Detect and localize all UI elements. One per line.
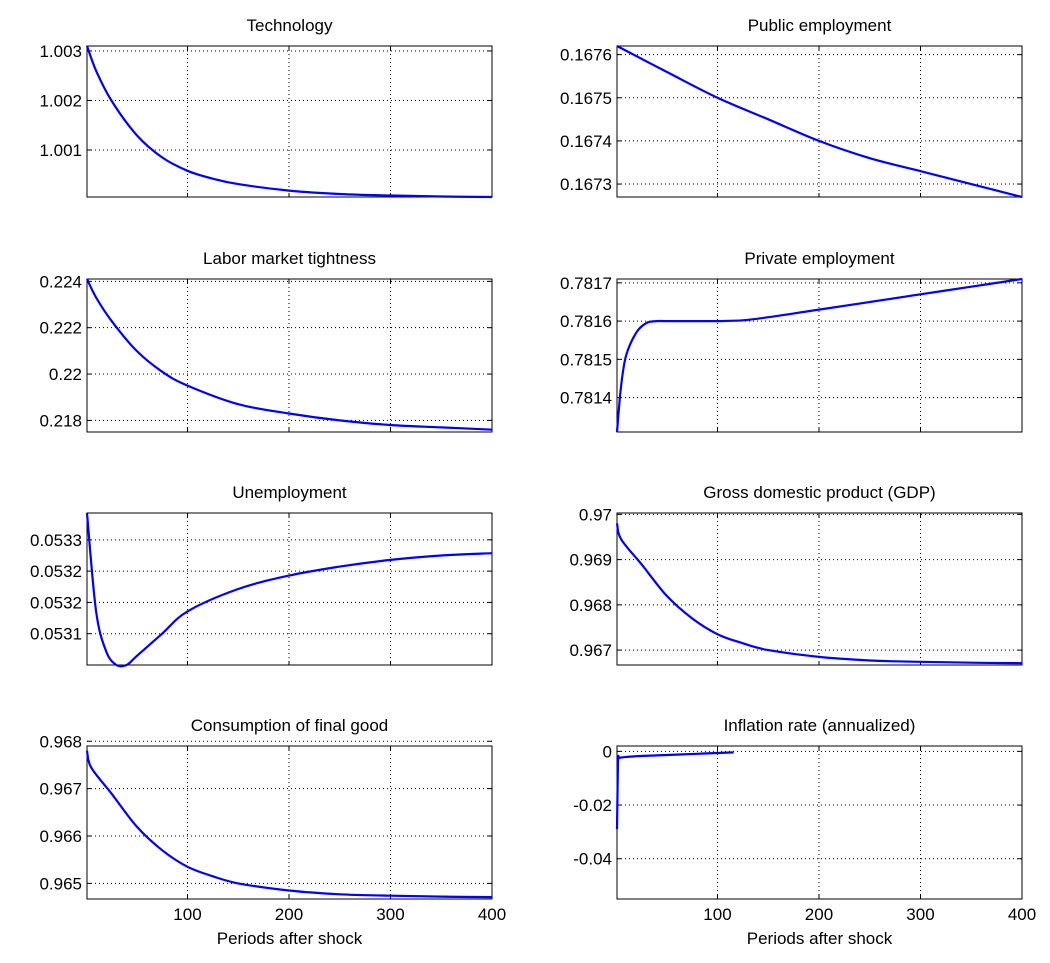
- x-tick-label: 400: [1008, 905, 1036, 924]
- y-tick-label: 0.0533: [30, 531, 82, 550]
- y-tick-label: 0: [603, 742, 612, 761]
- subplot-6: Gross domestic product (GDP) 0.967 0.968 0.…: [569, 483, 1023, 666]
- subplot-title: Labor market tightness: [203, 249, 376, 268]
- y-tick-label: 1.001: [39, 141, 82, 160]
- x-tick-label: 300: [376, 905, 404, 924]
- x-tick-label: 400: [478, 905, 506, 924]
- y-tick-label: 0.22: [49, 365, 82, 384]
- series-line: [616, 45, 1023, 199]
- y-tick-label: 1.003: [39, 42, 82, 61]
- y-tick-label: 0.7817: [560, 274, 612, 293]
- x-tick-label: 200: [275, 905, 303, 924]
- y-tick-label: 0.222: [39, 319, 82, 338]
- plot-area: [86, 45, 493, 198]
- subplot-7: Consumption of final good 100 200 300 400 0.9…: [39, 716, 506, 948]
- subplot-5: Unemployment 0.0531 0.0532 0.0532 0.0533: [30, 483, 493, 668]
- subplot-title: Consumption of final good: [191, 716, 389, 735]
- y-tick-label: 0.7815: [560, 350, 612, 369]
- y-tick-label: 0.1674: [560, 132, 612, 151]
- series-line: [615, 751, 734, 830]
- y-tick-label: 0.218: [39, 411, 82, 430]
- subplot-1: Technology 1.001 1.002 1.003: [39, 16, 493, 199]
- plot-area: [616, 45, 1023, 198]
- subplot-2: Public employment 0.1673 0.1674 0.1675 0.167…: [560, 16, 1023, 199]
- y-tick-label: 0.966: [39, 827, 82, 846]
- y-tick-label: 0.1675: [560, 89, 612, 108]
- y-tick-label: 0.967: [569, 641, 612, 660]
- x-axis-label: Periods after shock: [217, 929, 363, 948]
- subplot-title: Unemployment: [232, 483, 347, 502]
- subplot-title: Private employment: [744, 249, 895, 268]
- y-tick-label: -0.04: [573, 850, 612, 869]
- plot-area: [616, 745, 1023, 900]
- y-tick-label: 0.1676: [560, 46, 612, 65]
- x-tick-label: 100: [173, 905, 201, 924]
- series-line: [86, 278, 493, 431]
- subplot-3: Labor market tightness 0.218 0.22 0.222 0.22…: [39, 249, 493, 433]
- subplot-title: Public employment: [748, 16, 892, 35]
- subplot-title: Gross domestic product (GDP): [703, 483, 935, 502]
- y-tick-label: 0.969: [569, 551, 612, 570]
- series-line: [615, 523, 1023, 665]
- y-tick-label: 0.7816: [560, 312, 612, 331]
- y-tick-label: 0.967: [39, 780, 82, 799]
- series-line: [85, 45, 493, 199]
- y-tick-label: 0.965: [39, 874, 82, 893]
- subplot-title: Technology: [246, 16, 333, 35]
- subplot-title: Inflation rate (annualized): [724, 716, 916, 735]
- y-tick-label: 0.7814: [560, 389, 612, 408]
- x-tick-label: 100: [703, 905, 731, 924]
- subplot-8: Inflation rate (annualized) 100 200 300 400 -…: [573, 716, 1036, 948]
- plot-area: [86, 512, 493, 666]
- series-line: [615, 277, 1023, 433]
- plot-area: [616, 512, 1023, 666]
- plot-area: [86, 745, 493, 900]
- x-tick-label: 200: [805, 905, 833, 924]
- series-line: [85, 512, 493, 668]
- y-tick-label: 0.0532: [30, 562, 82, 581]
- plot-area: [616, 278, 1023, 433]
- x-tick-label: 300: [906, 905, 934, 924]
- plot-area: [86, 278, 493, 433]
- x-axis-label: Periods after shock: [747, 929, 893, 948]
- series-line: [85, 750, 493, 899]
- y-tick-label: 0.0531: [30, 625, 82, 644]
- y-tick-label: -0.02: [573, 796, 612, 815]
- y-tick-label: 0.0532: [30, 593, 82, 612]
- y-tick-label: 0.968: [39, 732, 82, 751]
- y-tick-label: 0.968: [569, 596, 612, 615]
- y-tick-label: 1.002: [39, 91, 82, 110]
- y-tick-label: 0.97: [579, 505, 612, 524]
- y-tick-label: 0.224: [39, 272, 82, 291]
- subplot-4: Private employment 0.7814 0.7815 0.7816 0.78…: [560, 249, 1023, 433]
- y-tick-label: 0.1673: [560, 175, 612, 194]
